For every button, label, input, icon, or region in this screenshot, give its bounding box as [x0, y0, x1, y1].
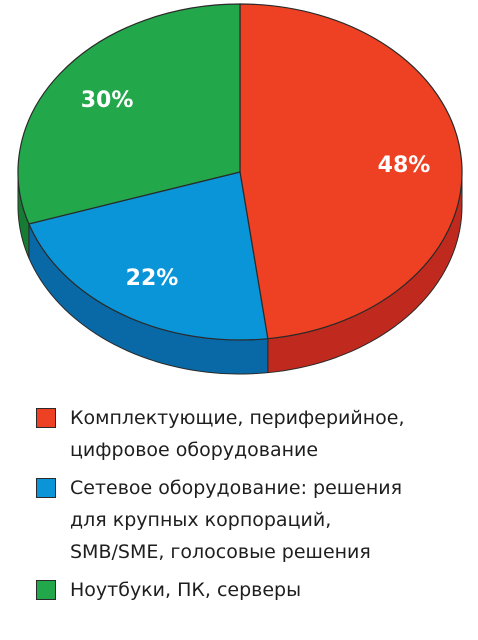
legend-item-components: Комплектующие, периферийное, цифровое об…: [36, 402, 466, 466]
legend-label-components: Комплектующие, периферийное, цифровое об…: [70, 407, 405, 461]
pie-chart: 48% 22% 30%: [17, 3, 463, 375]
pie-slices: [17, 3, 463, 341]
pie-slice-network: [28, 171, 269, 341]
legend-item-network: Сетевое оборудование: решения для крупны…: [36, 472, 466, 568]
pie-value-labels: 48% 22% 30%: [81, 88, 431, 291]
pie-label-network: 22%: [126, 266, 179, 291]
legend: Комплектующие, периферийное, цифровое об…: [36, 402, 466, 612]
pie-label-components: 48%: [378, 153, 431, 178]
legend-swatch-green: [36, 580, 56, 600]
legend-label-laptops: Ноутбуки, ПК, серверы: [70, 579, 302, 601]
legend-item-laptops: Ноутбуки, ПК, серверы: [36, 574, 466, 606]
pie-slice-components: [239, 3, 463, 340]
legend-swatch-blue: [36, 478, 56, 498]
legend-label-network: Сетевое оборудование: решения для крупны…: [70, 477, 403, 563]
pie-label-laptops: 30%: [81, 88, 134, 113]
legend-swatch-red: [36, 408, 56, 428]
pie-slice-laptops: [17, 3, 241, 225]
